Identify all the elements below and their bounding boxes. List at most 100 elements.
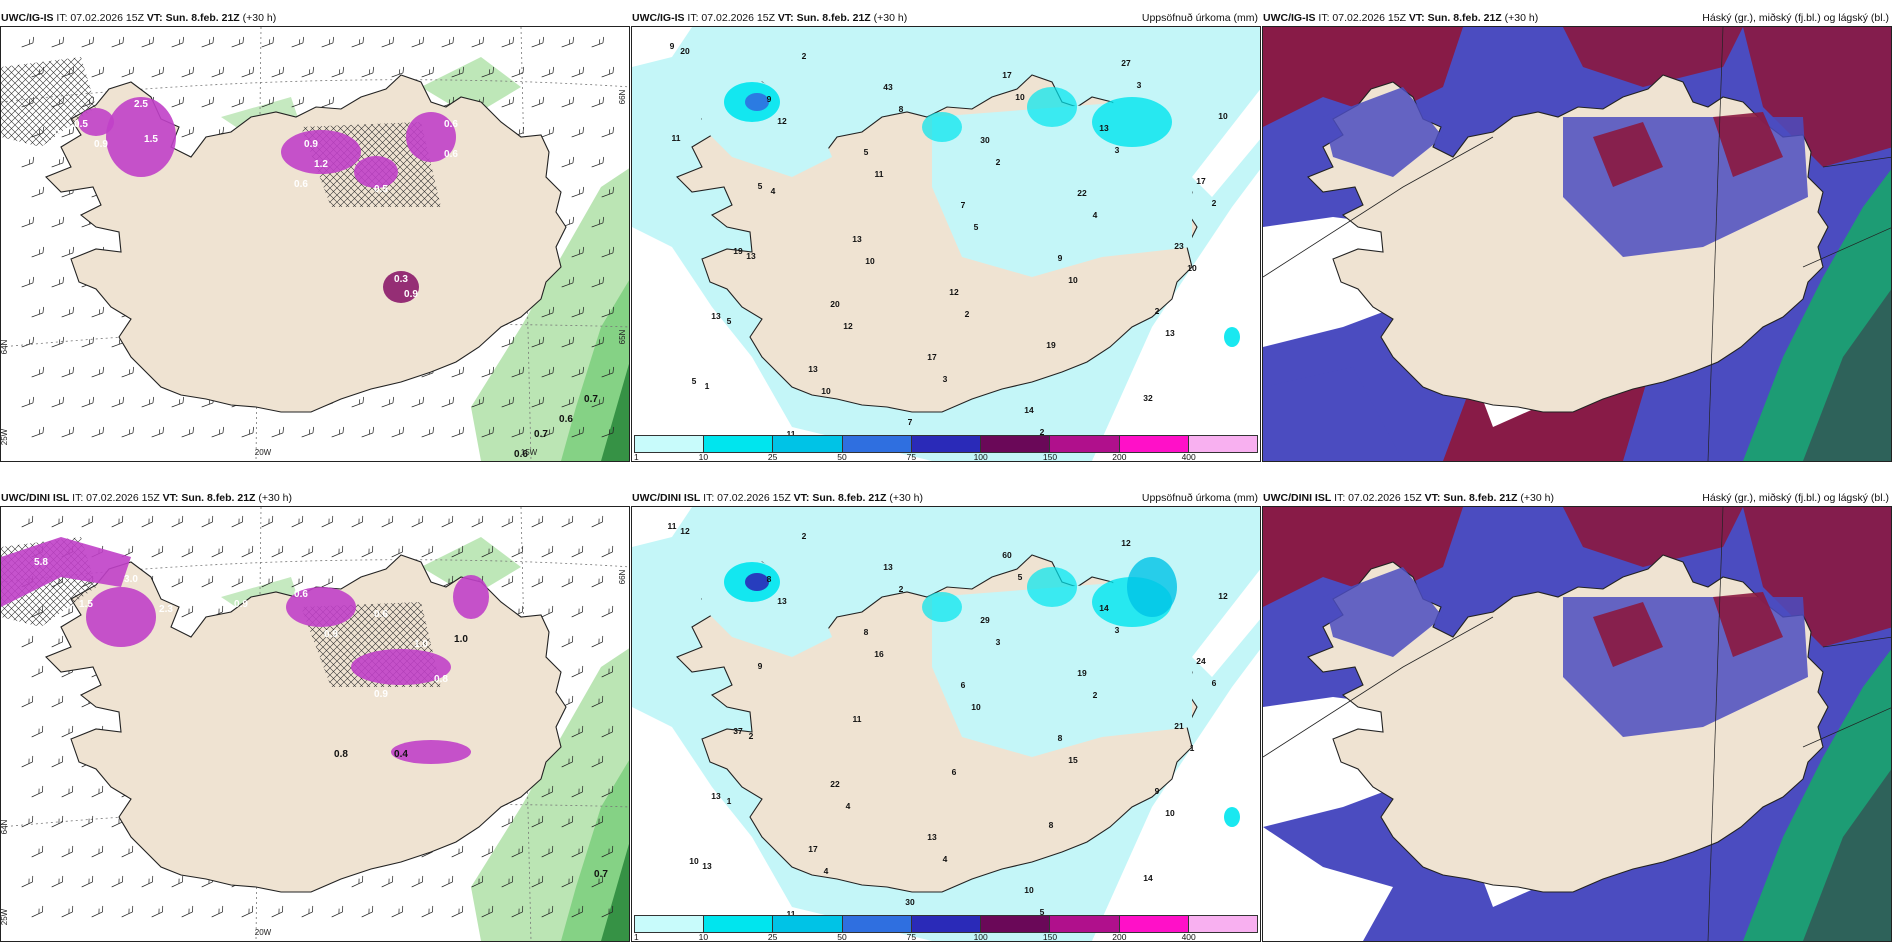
- colorbar-swatch: [704, 916, 774, 932]
- map-frame[interactable]: 9 9 5 7 9 2 5 11 43 30 22 23 13 13 7 17 13 17 19 20 17 14 27 10…: [631, 26, 1261, 462]
- value-label: 0.6: [559, 414, 573, 425]
- value-label: 60: [1002, 550, 1012, 560]
- cloud-high: [1713, 592, 1783, 657]
- value-label: 2: [1155, 306, 1160, 316]
- colorbar-tick: 100: [973, 452, 988, 462]
- cloud-high: [1563, 27, 1743, 87]
- precip-area: [745, 573, 769, 591]
- value-label: 9: [1155, 786, 1160, 796]
- cloud-mid: [1263, 367, 1403, 461]
- value-label: 4: [943, 854, 948, 864]
- value-label: 12: [843, 321, 853, 331]
- value-label: 12: [1218, 591, 1228, 601]
- colorbar: 1 10 25 50 75 100 150 200 400: [632, 433, 1260, 461]
- panel-header: UWC/IG-IS IT: 07.02.2026 15Z VT: Sun. 8.…: [632, 10, 1260, 26]
- panel-ig-cloud: UWC/IG-IS IT: 07.02.2026 15Z VT: Sun. 8.…: [1262, 10, 1892, 462]
- valid-time-label: VT:: [1408, 12, 1425, 24]
- snow-area: [391, 740, 471, 764]
- value-label: 12: [949, 287, 959, 297]
- snow-area: [1, 537, 131, 607]
- cloud-low: [1803, 289, 1891, 461]
- value-label: 14: [1024, 405, 1034, 415]
- valid-time: Sun. 8.feb. 21Z: [796, 12, 871, 24]
- colorbar-swatch: [981, 436, 1051, 452]
- value-label: 19: [733, 246, 743, 256]
- valid-time-label: VT:: [1424, 492, 1441, 504]
- panel-dini-cloud: UWC/DINI ISL IT: 07.02.2026 15Z VT: Sun.…: [1262, 490, 1892, 942]
- variable-name: Háský (gr.), miðský (fj.bl.) og lágský (…: [1702, 492, 1889, 504]
- colorbar-swatch: [981, 916, 1051, 932]
- map-frame[interactable]: 2.5 1.5 0.9 0.5 0.5 0.9 1.2 0.6 0.5 0.3 0.9 0.6 0.6 0…: [0, 26, 630, 462]
- value-label: 23: [1174, 241, 1184, 251]
- panel-dini-precip: UWC/DINI ISL IT: 07.02.2026 15Z VT: Sun.…: [631, 490, 1261, 942]
- value-label: 30: [980, 135, 990, 145]
- value-label: 11: [875, 169, 884, 179]
- value-label: 19: [1046, 340, 1056, 350]
- map-frame[interactable]: 5.8 3.0 2.3 1.5 0.9 0.6 0.6 1.0 0.8 0.9 0.9 1.0 0.8 0…: [0, 506, 630, 942]
- value-label: 11: [668, 521, 677, 531]
- colorbar-tick: 200: [1112, 932, 1127, 942]
- value-label: 4: [1093, 210, 1098, 220]
- value-label: 0.9: [304, 139, 318, 150]
- colorbar-tick: 75: [906, 452, 917, 462]
- colorbar-tick: 10: [698, 452, 709, 462]
- valid-time-label: VT:: [777, 12, 794, 24]
- value-label: 10: [1015, 92, 1025, 102]
- map-frame[interactable]: [1262, 506, 1892, 942]
- rain-area: [421, 537, 521, 597]
- colorbar-tick: 50: [837, 452, 847, 462]
- colorbar-swatch: [1119, 916, 1189, 932]
- snow-area: [106, 97, 176, 177]
- value-label: 2: [802, 531, 807, 541]
- colorbar-ticks: 1 10 25 50 75 100 150 200 400: [634, 932, 1258, 942]
- valid-time: Sun. 8.feb. 21Z: [165, 12, 240, 24]
- colorbar-tick: 25: [767, 932, 778, 942]
- value-label: 0.7: [594, 869, 608, 880]
- value-label: 2: [802, 51, 807, 61]
- value-label: 11: [787, 909, 796, 919]
- colorbar-tick: 150: [1042, 932, 1058, 942]
- rain-area: [421, 57, 521, 117]
- precip-area: [1027, 87, 1077, 127]
- cloud-low: [1803, 769, 1891, 941]
- value-label: 17: [1196, 176, 1206, 186]
- map-canvas: 5.8 3.0 2.3 1.5 0.9 0.6 0.6 1.0 0.8 0.9 0.9 1.0 0.8 0…: [1, 507, 629, 941]
- value-label: 4: [846, 801, 851, 811]
- value-label: 7: [908, 417, 913, 427]
- value-label: 1.5: [144, 134, 158, 145]
- precip-area: [922, 592, 962, 622]
- precip-area: [1092, 97, 1172, 147]
- init-time: IT: 07.02.2026 15Z: [72, 492, 160, 504]
- variable-name: Uppsöfnuð úrkoma (mm): [1141, 12, 1258, 24]
- value-label: 0.9: [94, 139, 108, 150]
- map-frame[interactable]: [1262, 26, 1892, 462]
- colorbar-swatch: [842, 436, 912, 452]
- value-label: 3: [1115, 625, 1120, 635]
- colorbar-swatch: [1188, 436, 1257, 452]
- value-label: 17: [808, 844, 818, 854]
- value-label: 8: [1049, 820, 1054, 830]
- value-label: 0.5: [374, 184, 388, 195]
- value-label: 1: [1190, 743, 1195, 753]
- value-label: 22: [1077, 188, 1087, 198]
- value-label: 32: [1143, 393, 1153, 403]
- colorbar-tick: 400: [1181, 932, 1196, 942]
- lat-label: 64N: [1, 339, 9, 354]
- value-label: 15: [1068, 755, 1078, 765]
- value-label: 5: [864, 147, 869, 157]
- map-canvas: 1188689101113291921131730601424372213101…: [632, 507, 1260, 941]
- value-label: 3: [943, 374, 948, 384]
- precip-area: [1224, 327, 1240, 347]
- map-canvas: 9957925114330222313137171317192017142710…: [632, 27, 1260, 461]
- value-label: 2: [1040, 427, 1045, 437]
- map-frame[interactable]: 11 8 8 6 8 9 10 11 13 29 19 21 13 17 30 60 14 24 37 22 13 10 1…: [631, 506, 1261, 942]
- value-label: 11: [787, 429, 796, 439]
- value-label: 0.9: [234, 599, 248, 610]
- valid-time-label: VT:: [162, 492, 179, 504]
- model-name: UWC/DINI ISL: [1, 492, 70, 504]
- valid-time-label: VT:: [146, 12, 163, 24]
- panel-header: UWC/IG-IS IT: 07.02.2026 15Z VT: Sun. 8.…: [1, 10, 629, 26]
- value-label: 0.5: [74, 119, 88, 130]
- colorbar-swatch: [635, 916, 705, 932]
- value-label: 10: [1068, 275, 1078, 285]
